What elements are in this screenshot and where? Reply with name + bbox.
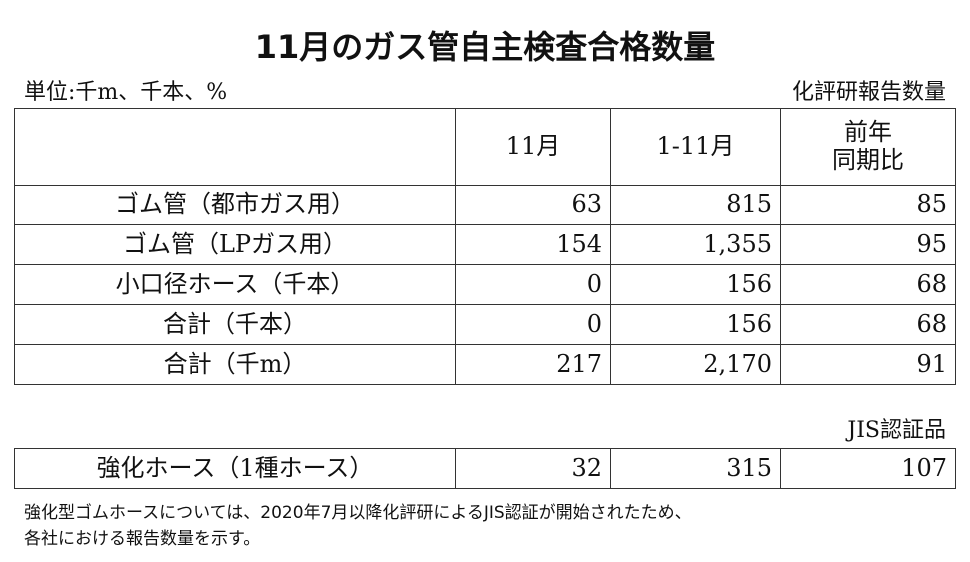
cell: 32: [455, 448, 611, 489]
header-text: 1-11月: [656, 132, 735, 161]
cell: 1,355: [610, 224, 781, 265]
header-cell: 前年 同期比: [780, 108, 956, 186]
row: 合計（千m） 217 2,170 91: [14, 344, 956, 385]
cell: 0: [455, 304, 611, 345]
row: ゴム管（都市ガス用） 63 815 85: [14, 185, 956, 225]
cell: 91: [780, 344, 956, 385]
cell: 315: [610, 448, 781, 489]
row: 強化ホース（1種ホース） 32 315 107: [14, 448, 956, 489]
header-cell: 11月: [455, 108, 611, 186]
cell: 0: [455, 264, 611, 305]
row-label: 強化ホース（1種ホース）: [14, 448, 456, 489]
header-row: 11月 1-11月 前年 同期比: [14, 108, 956, 186]
cell: 815: [610, 185, 781, 225]
jis-label: JIS認証品: [847, 418, 946, 443]
row-label: 合計（千本）: [14, 304, 456, 345]
row: 小口径ホース（千本） 0 156 68: [14, 264, 956, 305]
cell: 156: [610, 264, 781, 305]
note: 各社における報告数量を示す。: [24, 529, 261, 549]
header-text: 前年: [844, 118, 892, 147]
cell: 2,170: [610, 344, 781, 385]
row-label: 小口径ホース（千本）: [14, 264, 456, 305]
cell: 63: [455, 185, 611, 225]
main-table: 11月 1-11月 前年 同期比 ゴム管（都市ガス用） 63 815 85 ゴム管（LPガス用）…: [14, 108, 956, 385]
cell: 154: [455, 224, 611, 265]
header-text: 11月: [505, 132, 561, 161]
header-text: 同期比: [832, 146, 904, 174]
cell: 68: [780, 264, 956, 305]
note: 強化型ゴムホースについては、2020年7月以降化評研によるJIS認証が開始された…: [24, 503, 692, 523]
header-cell: 1-11月: [610, 108, 781, 186]
row: 合計（千本） 0 156 68: [14, 304, 956, 345]
row-label: ゴム管（都市ガス用）: [14, 185, 456, 225]
corner-cell: [14, 108, 456, 186]
cell: 217: [455, 344, 611, 385]
cell: 107: [780, 448, 956, 489]
row: ゴム管（LPガス用） 154 1,355 95: [14, 224, 956, 265]
row-label: 合計（千m）: [14, 344, 456, 385]
row-label: ゴム管（LPガス用）: [14, 224, 456, 265]
unit: 単位:千m、千本、%: [24, 80, 228, 105]
cell: 68: [780, 304, 956, 345]
cell: 156: [610, 304, 781, 345]
source: 化評研報告数量: [791, 80, 946, 105]
cell: 85: [780, 185, 956, 225]
title: 11月のガス管自主検査合格数量: [254, 28, 716, 66]
jis-table: 強化ホース（1種ホース） 32 315 107: [14, 448, 956, 489]
cell: 95: [780, 224, 956, 265]
